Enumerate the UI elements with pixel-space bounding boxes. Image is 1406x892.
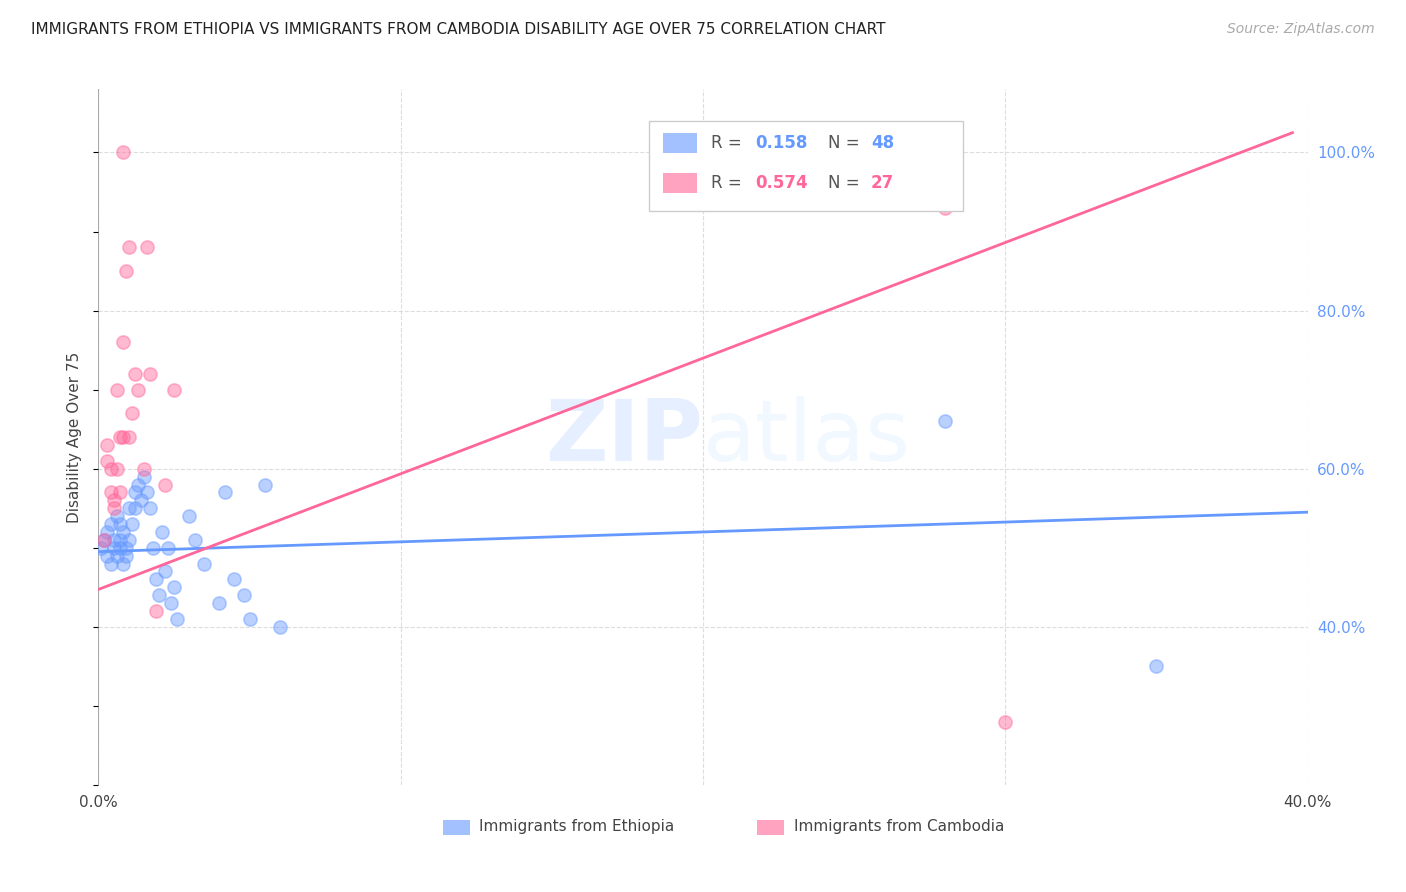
Bar [758,820,785,835]
Point [111,557,134,571]
Point [253,477,276,491]
Point [145,573,167,587]
Point [148,588,170,602]
Text: R =: R = [711,174,748,192]
Point [103,493,125,508]
Point [108,430,131,444]
Text: N =: N = [828,174,865,192]
Point [114,541,136,555]
Point [232,588,254,602]
Point [103,541,125,555]
Point [934,201,956,215]
Point [163,383,186,397]
Point [163,580,186,594]
Point [121,406,143,420]
Point [108,533,131,547]
Text: Source: ZipAtlas.com: Source: ZipAtlas.com [1227,22,1375,37]
Point [160,596,183,610]
Point [127,477,149,491]
Point [100,517,122,532]
Point [193,557,215,571]
Point [108,517,131,532]
Point [111,430,134,444]
Point [111,145,134,160]
Point [96,549,118,563]
Point [118,533,141,547]
Point [135,485,157,500]
Point [129,493,152,508]
Point [239,612,262,626]
Point [96,438,118,452]
Text: Immigrants from Cambodia: Immigrants from Cambodia [793,819,1004,834]
Point [208,596,231,610]
Point [145,604,167,618]
Text: N =: N = [828,134,865,152]
Point [124,501,146,516]
Text: 0.158: 0.158 [755,134,807,152]
Point [184,533,207,547]
Text: 27: 27 [872,174,894,192]
Point [124,485,146,500]
Text: IMMIGRANTS FROM ETHIOPIA VS IMMIGRANTS FROM CAMBODIA DISABILITY AGE OVER 75 CORR: IMMIGRANTS FROM ETHIOPIA VS IMMIGRANTS F… [31,22,886,37]
Text: ZIP: ZIP [546,395,703,479]
Point [105,461,128,475]
Point [100,557,122,571]
Point [269,620,291,634]
Point [132,461,155,475]
Point [121,517,143,532]
Text: 48: 48 [872,134,894,152]
Point [224,573,246,587]
Point [96,454,118,468]
Point [166,612,188,626]
Point [214,485,236,500]
Point [100,461,122,475]
Point [108,541,131,555]
Point [96,524,118,539]
Text: atlas: atlas [703,395,911,479]
Point [105,509,128,524]
Point [127,383,149,397]
Text: Immigrants from Ethiopia: Immigrants from Ethiopia [479,819,675,834]
Point [139,367,162,381]
Point [934,414,956,428]
Text: R =: R = [711,134,748,152]
Point [1144,659,1167,673]
Point [994,714,1017,729]
Point [139,501,162,516]
Bar [664,173,697,193]
Point [179,509,201,524]
Point [153,565,176,579]
Point [111,335,134,350]
Point [93,533,115,547]
Point [111,524,134,539]
Point [103,501,125,516]
Point [156,541,179,555]
Point [108,485,131,500]
Point [153,477,176,491]
Point [150,524,173,539]
Point [93,533,115,547]
Point [132,469,155,483]
Point [90,541,112,555]
Point [118,501,141,516]
FancyBboxPatch shape [648,120,963,211]
Text: 0.574: 0.574 [755,174,807,192]
Y-axis label: Disability Age Over 75: Disability Age Over 75 [67,351,83,523]
Point [135,240,157,254]
Point [114,549,136,563]
Point [118,430,141,444]
Bar [664,133,697,153]
Point [114,264,136,278]
Point [100,485,122,500]
Point [118,240,141,254]
Point [105,383,128,397]
Point [142,541,165,555]
Point [105,549,128,563]
Bar [443,820,470,835]
Point [124,367,146,381]
Point [103,533,125,547]
